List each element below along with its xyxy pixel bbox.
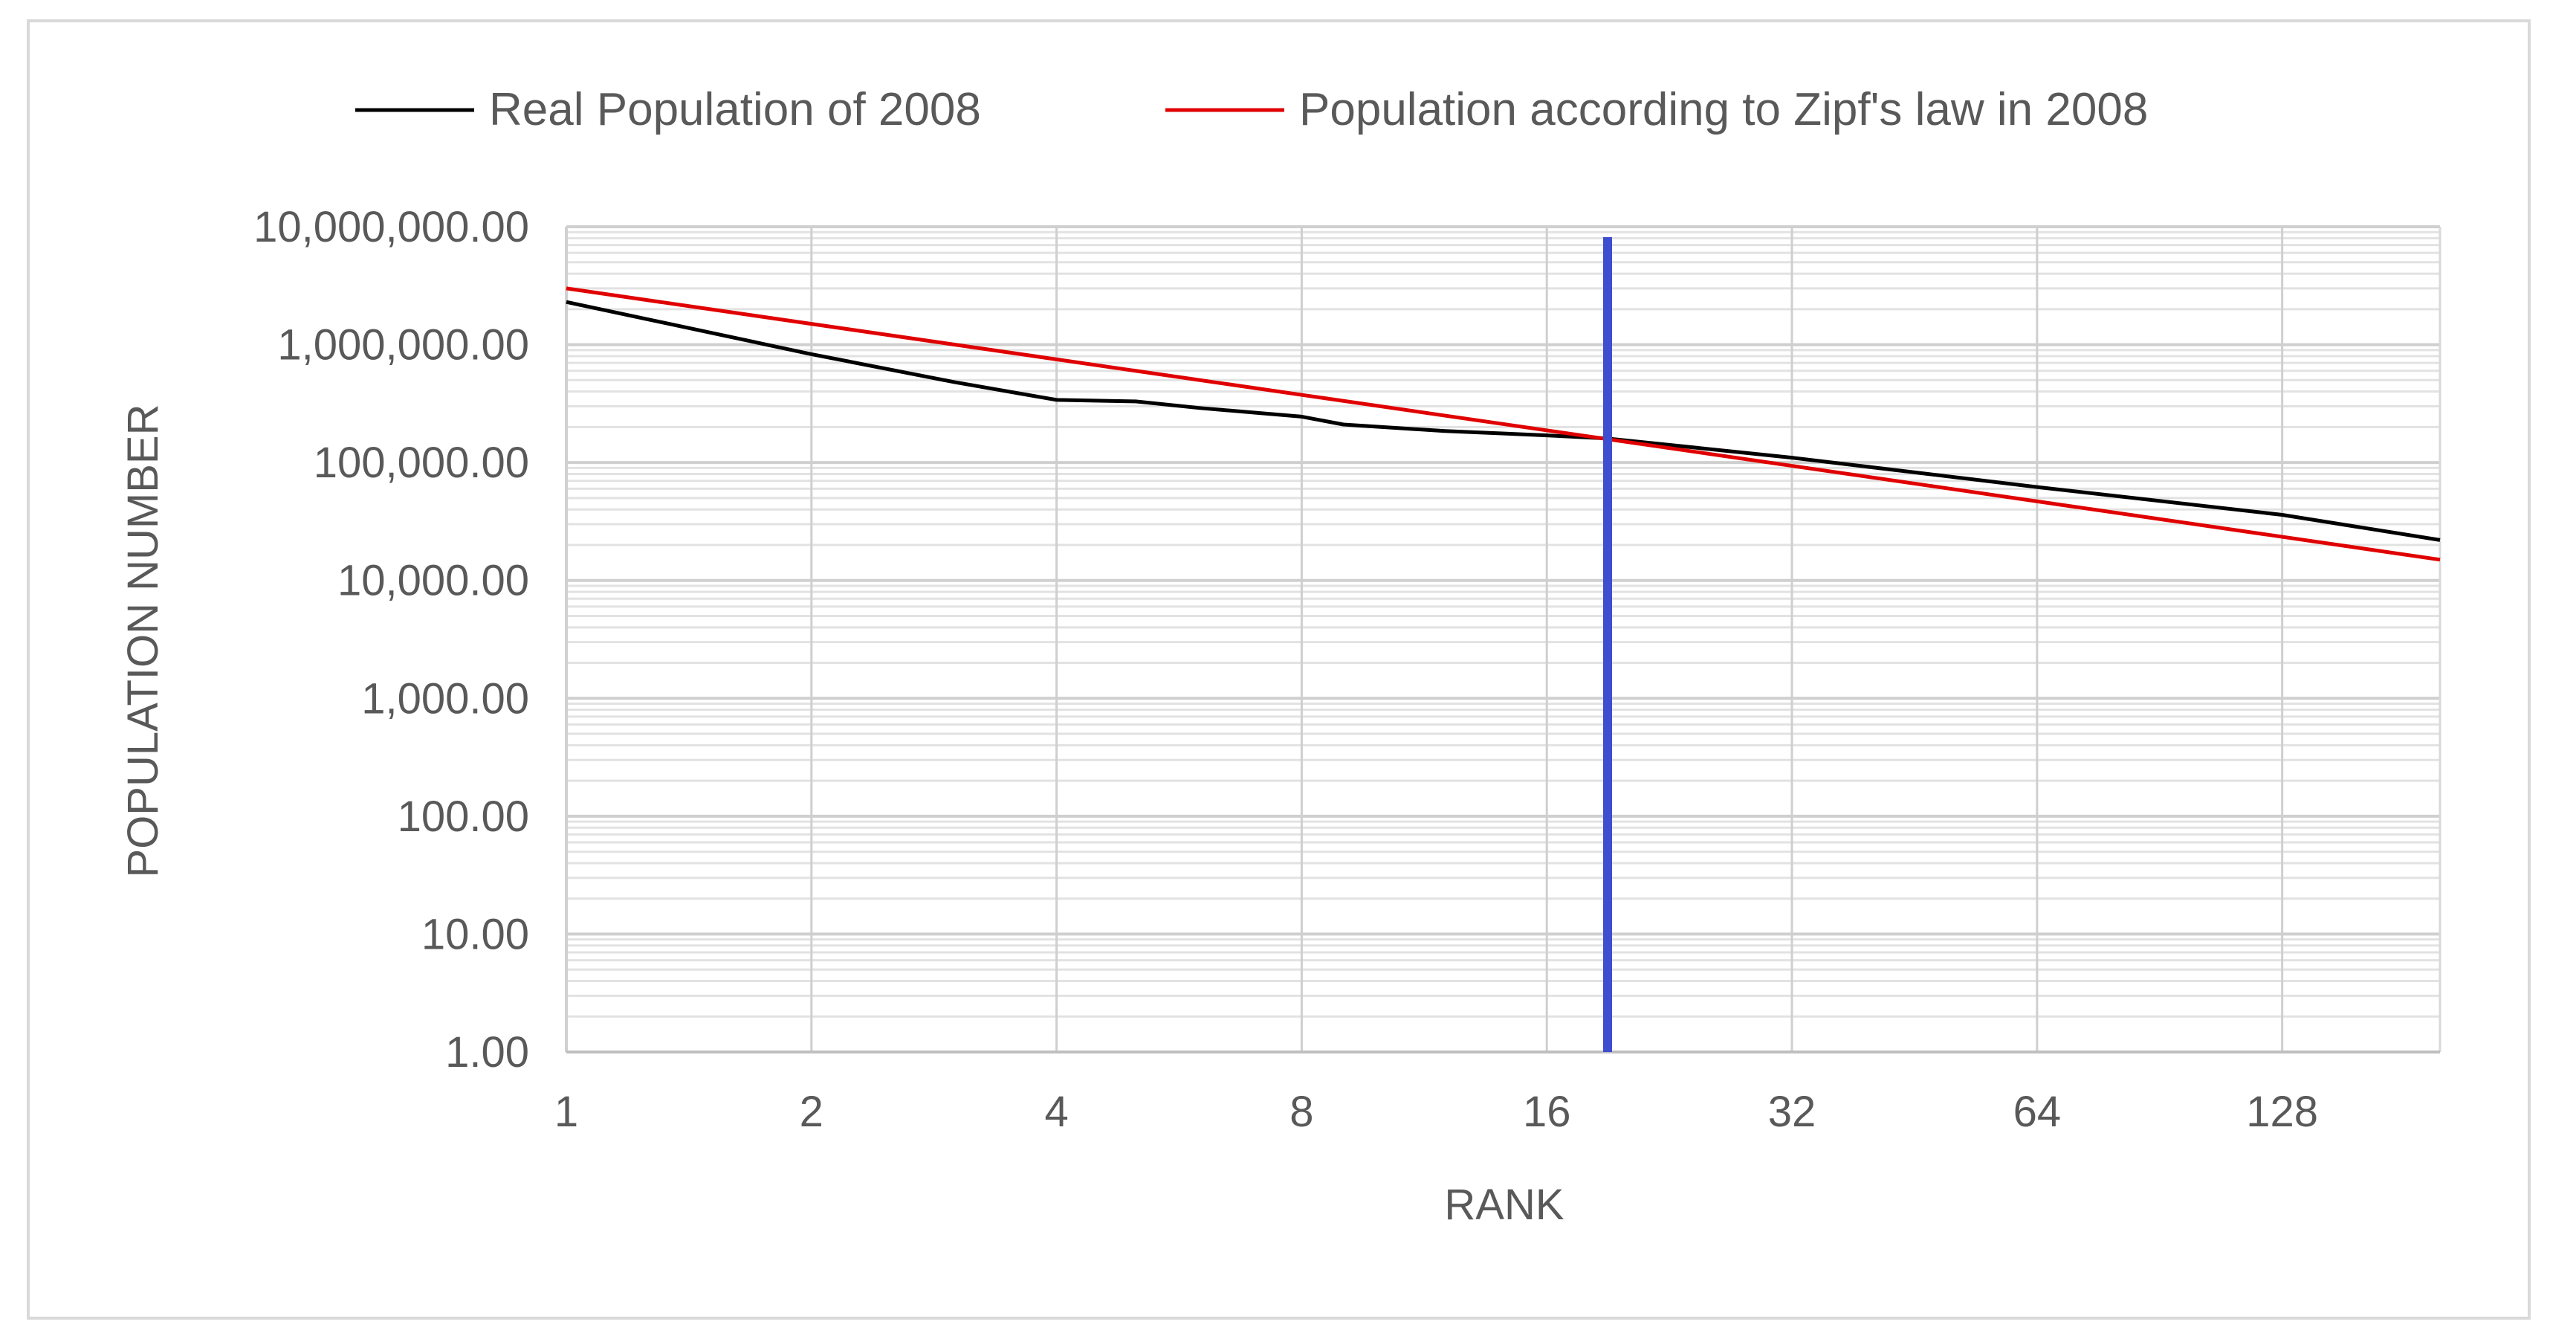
x-tick-label: 1: [554, 1088, 578, 1136]
x-tick-label: 4: [1044, 1088, 1068, 1136]
y-tick-label: 1,000,000.00: [277, 321, 529, 370]
minor-gridlines: [566, 230, 2440, 1018]
series-line-zipf-population: [566, 286, 2441, 562]
series-line-real-population: [566, 300, 2441, 542]
y-tick-label: 100.00: [398, 793, 529, 841]
x-tick-label: 64: [2013, 1088, 2062, 1136]
plot-area: [565, 227, 2440, 1053]
y-tick-label: 100,000.00: [314, 439, 529, 487]
x-tick-label: 16: [1523, 1088, 1571, 1136]
legend: Real Population of 2008 Population accor…: [355, 84, 2148, 135]
legend-label-zipf-population: Population according to Zipf's law in 20…: [1299, 84, 2148, 135]
y-tick-label: 10,000.00: [337, 557, 529, 605]
x-tick-label: 128: [2246, 1088, 2318, 1136]
x-axis-tick-labels: 1 2 4 8 16 32 64 128: [554, 1088, 2318, 1136]
x-axis-title: RANK: [1444, 1181, 1564, 1229]
x-tick-label: 32: [1768, 1088, 1816, 1136]
x-tick-label: 2: [800, 1088, 823, 1136]
y-tick-label: 10,000,000.00: [253, 203, 529, 251]
chart-frame: [27, 19, 2531, 1320]
x-tick-label: 8: [1289, 1088, 1313, 1136]
legend-label-real-population: Real Population of 2008: [489, 84, 981, 135]
series-layer: [566, 286, 2441, 562]
y-axis-tick-labels: 1.00 10.00 100.00 1,000.00 10,000.00 100,000.…: [253, 203, 529, 1077]
y-tick-label: 10.00: [421, 910, 529, 958]
y-tick-label: 1.00: [445, 1028, 529, 1077]
y-tick-label: 1,000.00: [361, 674, 529, 723]
y-axis-title: POPULATION NUMBER: [119, 404, 167, 877]
